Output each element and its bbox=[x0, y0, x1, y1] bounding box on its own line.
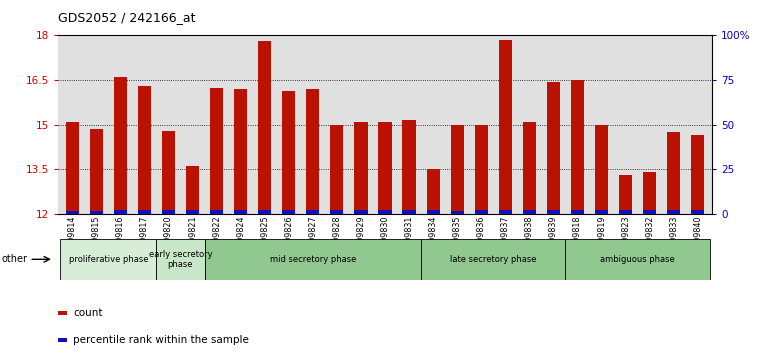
Bar bbox=[378, 122, 392, 214]
Text: ambiguous phase: ambiguous phase bbox=[601, 255, 675, 264]
Bar bbox=[691, 135, 705, 214]
Text: early secretory
phase: early secretory phase bbox=[149, 250, 213, 269]
Bar bbox=[162, 131, 175, 214]
Bar bbox=[565, 239, 710, 280]
Bar bbox=[156, 239, 205, 280]
Bar bbox=[474, 210, 488, 214]
Bar bbox=[186, 166, 199, 214]
Bar bbox=[450, 211, 464, 214]
Text: count: count bbox=[73, 308, 102, 318]
Bar bbox=[354, 122, 367, 214]
Bar bbox=[162, 210, 175, 214]
Bar bbox=[138, 86, 151, 214]
Bar bbox=[667, 210, 681, 214]
Bar bbox=[186, 210, 199, 214]
Bar bbox=[234, 89, 247, 214]
Bar bbox=[378, 210, 392, 214]
Bar bbox=[258, 210, 271, 214]
Bar bbox=[523, 122, 536, 214]
Bar bbox=[667, 132, 681, 214]
Text: proliferative phase: proliferative phase bbox=[69, 255, 148, 264]
Text: late secretory phase: late secretory phase bbox=[450, 255, 537, 264]
Bar bbox=[474, 125, 488, 214]
Bar bbox=[571, 80, 584, 214]
Bar bbox=[210, 87, 223, 214]
Text: mid secretory phase: mid secretory phase bbox=[270, 255, 356, 264]
Bar bbox=[138, 210, 151, 214]
Bar bbox=[65, 122, 79, 214]
Bar bbox=[643, 210, 656, 214]
Bar bbox=[65, 211, 79, 214]
Bar bbox=[330, 125, 343, 214]
Bar bbox=[421, 239, 565, 280]
Bar bbox=[282, 210, 296, 214]
Bar bbox=[89, 211, 103, 214]
Bar bbox=[427, 170, 440, 214]
Bar bbox=[114, 210, 127, 214]
Bar bbox=[499, 40, 512, 214]
Text: other: other bbox=[2, 254, 28, 264]
Bar bbox=[619, 176, 632, 214]
Bar bbox=[306, 210, 320, 214]
Bar bbox=[643, 172, 656, 214]
Bar bbox=[205, 239, 421, 280]
Bar bbox=[403, 210, 416, 214]
Bar bbox=[330, 210, 343, 214]
Bar bbox=[403, 120, 416, 214]
Bar bbox=[499, 210, 512, 214]
Bar bbox=[595, 125, 608, 214]
Bar bbox=[60, 239, 156, 280]
Bar bbox=[547, 81, 560, 214]
Bar bbox=[427, 210, 440, 214]
Bar bbox=[234, 210, 247, 214]
Bar bbox=[114, 77, 127, 214]
Text: percentile rank within the sample: percentile rank within the sample bbox=[73, 335, 249, 345]
Bar bbox=[89, 129, 103, 214]
Bar bbox=[571, 210, 584, 214]
Bar bbox=[450, 125, 464, 214]
Bar bbox=[691, 210, 705, 214]
Bar bbox=[595, 210, 608, 214]
Bar bbox=[210, 210, 223, 214]
Bar bbox=[547, 210, 560, 214]
Bar bbox=[282, 91, 296, 214]
Bar bbox=[523, 210, 536, 214]
Bar bbox=[619, 210, 632, 214]
Bar bbox=[258, 41, 271, 214]
Bar bbox=[306, 89, 320, 214]
Text: GDS2052 / 242166_at: GDS2052 / 242166_at bbox=[58, 11, 196, 24]
Bar bbox=[354, 210, 367, 214]
